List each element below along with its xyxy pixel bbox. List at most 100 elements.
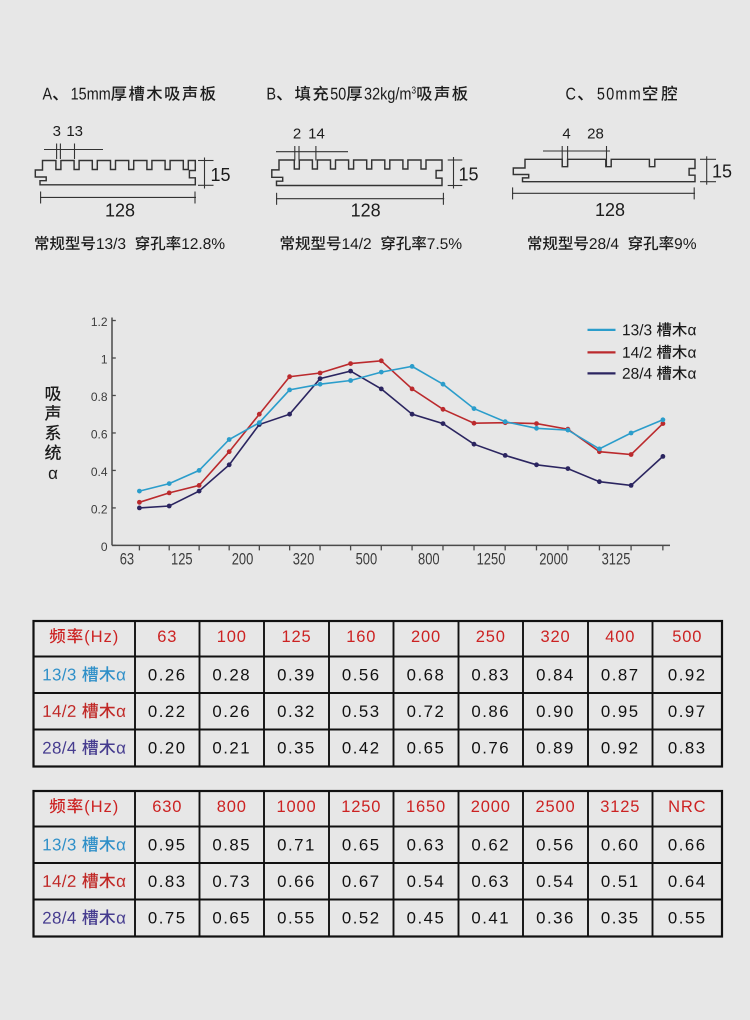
- svg-text:320: 320: [293, 551, 315, 569]
- svg-text:128: 128: [595, 200, 625, 220]
- svg-text:400: 400: [605, 628, 635, 646]
- svg-text:0.54: 0.54: [536, 872, 575, 891]
- svg-text:1000: 1000: [277, 798, 317, 816]
- svg-text:0.20: 0.20: [148, 739, 187, 758]
- svg-text:128: 128: [351, 200, 381, 220]
- svg-text:125: 125: [171, 551, 193, 569]
- svg-text:0.95: 0.95: [601, 702, 640, 721]
- svg-text:0.21: 0.21: [212, 739, 251, 758]
- svg-text:200: 200: [411, 628, 441, 646]
- svg-text:14: 14: [308, 126, 325, 143]
- svg-text:128: 128: [105, 201, 135, 221]
- svg-text:0.92: 0.92: [601, 739, 640, 758]
- svg-text:125: 125: [282, 628, 312, 646]
- svg-text:13: 13: [66, 123, 83, 140]
- svg-text:0.84: 0.84: [536, 665, 575, 684]
- svg-text:3125: 3125: [602, 551, 631, 569]
- svg-text:4: 4: [562, 126, 570, 143]
- svg-text:0.83: 0.83: [668, 739, 707, 758]
- svg-text:2: 2: [293, 126, 301, 143]
- svg-text:0: 0: [101, 540, 108, 554]
- svg-text:0.92: 0.92: [668, 665, 707, 684]
- svg-text:15: 15: [210, 165, 230, 185]
- svg-text:100: 100: [217, 628, 247, 646]
- svg-text:320: 320: [541, 628, 571, 646]
- svg-text:0.67: 0.67: [342, 872, 381, 891]
- svg-text:0.60: 0.60: [601, 835, 640, 854]
- svg-text:0.85: 0.85: [212, 835, 251, 854]
- svg-text:0.65: 0.65: [407, 739, 446, 758]
- svg-text:1650: 1650: [406, 798, 446, 816]
- svg-text:0.63: 0.63: [471, 872, 510, 891]
- svg-text:0.2: 0.2: [91, 502, 108, 516]
- svg-text:200: 200: [232, 551, 254, 569]
- svg-text:0.4: 0.4: [91, 465, 108, 479]
- svg-text:0.32: 0.32: [277, 702, 316, 721]
- svg-text:NRC: NRC: [668, 798, 706, 816]
- svg-text:1.2: 1.2: [91, 315, 108, 329]
- svg-text:0.53: 0.53: [342, 702, 381, 721]
- svg-text:0.28: 0.28: [212, 665, 251, 684]
- svg-text:1: 1: [101, 353, 108, 367]
- svg-text:0.72: 0.72: [407, 702, 446, 721]
- svg-text:2500: 2500: [536, 798, 576, 816]
- svg-text:0.39: 0.39: [277, 665, 316, 684]
- svg-text:1250: 1250: [341, 798, 381, 816]
- svg-text:2000: 2000: [471, 798, 511, 816]
- svg-text:0.35: 0.35: [277, 739, 316, 758]
- svg-text:0.68: 0.68: [407, 665, 446, 684]
- svg-text:0.75: 0.75: [148, 909, 187, 928]
- svg-text:0.55: 0.55: [668, 909, 707, 928]
- svg-text:3: 3: [53, 123, 61, 140]
- svg-text:0.65: 0.65: [342, 835, 381, 854]
- svg-text:0.64: 0.64: [668, 872, 707, 891]
- svg-text:160: 160: [346, 628, 376, 646]
- svg-text:0.83: 0.83: [471, 665, 510, 684]
- svg-text:2000: 2000: [539, 551, 568, 569]
- svg-text:0.97: 0.97: [668, 702, 707, 721]
- svg-text:800: 800: [217, 798, 247, 816]
- svg-text:0.26: 0.26: [148, 665, 187, 684]
- svg-text:0.8: 0.8: [91, 390, 108, 404]
- svg-text:0.63: 0.63: [407, 835, 446, 854]
- svg-text:0.83: 0.83: [148, 872, 187, 891]
- svg-text:63: 63: [157, 628, 177, 646]
- svg-text:0.86: 0.86: [471, 702, 510, 721]
- svg-text:0.73: 0.73: [212, 872, 251, 891]
- svg-text:0.66: 0.66: [668, 835, 707, 854]
- svg-text:0.22: 0.22: [148, 702, 187, 721]
- svg-text:800: 800: [418, 551, 440, 569]
- svg-text:0.51: 0.51: [601, 872, 640, 891]
- svg-text:0.65: 0.65: [212, 909, 251, 928]
- svg-text:0.54: 0.54: [407, 872, 446, 891]
- svg-text:250: 250: [476, 628, 506, 646]
- svg-text:0.26: 0.26: [212, 702, 251, 721]
- svg-text:500: 500: [356, 551, 378, 569]
- svg-text:0.52: 0.52: [342, 909, 381, 928]
- svg-text:0.6: 0.6: [91, 427, 108, 441]
- svg-text:0.36: 0.36: [536, 909, 575, 928]
- svg-text:0.35: 0.35: [601, 909, 640, 928]
- svg-text:0.41: 0.41: [471, 909, 510, 928]
- svg-text:0.45: 0.45: [407, 909, 446, 928]
- svg-text:0.66: 0.66: [277, 872, 316, 891]
- svg-text:15: 15: [712, 162, 732, 182]
- svg-text:0.90: 0.90: [536, 702, 575, 721]
- svg-text:15: 15: [458, 165, 478, 185]
- svg-text:1250: 1250: [477, 551, 506, 569]
- svg-text:0.87: 0.87: [601, 665, 640, 684]
- svg-text:0.62: 0.62: [471, 835, 510, 854]
- svg-text:28: 28: [587, 126, 604, 143]
- svg-text:0.71: 0.71: [277, 835, 316, 854]
- svg-text:0.56: 0.56: [536, 835, 575, 854]
- svg-text:0.76: 0.76: [471, 739, 510, 758]
- svg-text:0.95: 0.95: [148, 835, 187, 854]
- svg-text:63: 63: [120, 551, 134, 569]
- svg-text:630: 630: [152, 798, 182, 816]
- svg-text:0.89: 0.89: [536, 739, 575, 758]
- svg-text:3125: 3125: [600, 798, 640, 816]
- svg-text:0.55: 0.55: [277, 909, 316, 928]
- svg-text:0.56: 0.56: [342, 665, 381, 684]
- svg-text:500: 500: [672, 628, 702, 646]
- svg-text:0.42: 0.42: [342, 739, 381, 758]
